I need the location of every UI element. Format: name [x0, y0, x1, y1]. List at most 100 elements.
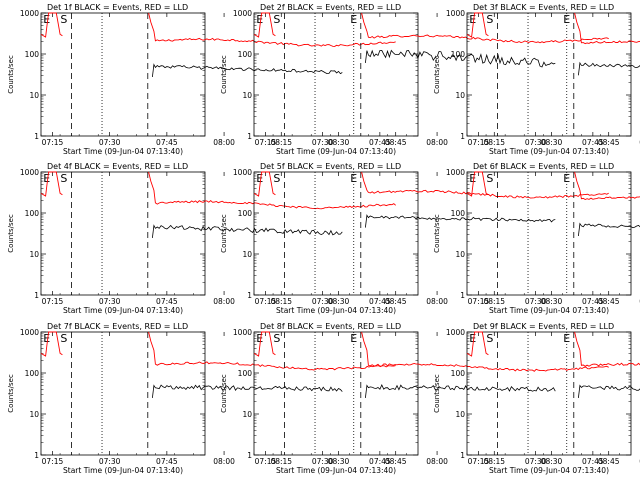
- y-tick-label: 100: [451, 369, 466, 378]
- lld-series-line: [574, 12, 640, 45]
- x-tick-label: 07:15: [255, 297, 277, 306]
- x-tick-label: 07:30: [312, 297, 334, 306]
- x-tick-label: 08:15: [270, 297, 292, 306]
- x-tick-label: 08:00: [426, 297, 448, 306]
- event-marker: E: [256, 172, 263, 185]
- x-tick-label: 08:15: [483, 457, 505, 466]
- panel-1: Det 1f BLACK = Events, RED = LLD11010010…: [7, 3, 407, 156]
- y-tick-label: 10: [455, 410, 465, 419]
- panel-title: Det 4f BLACK = Events, RED = LLD: [47, 162, 188, 171]
- x-tick-label: 08:15: [270, 138, 292, 147]
- x-tick-label: 07:45: [369, 297, 391, 306]
- x-tick-label: 08:45: [598, 297, 620, 306]
- x-tick-label: 08:15: [483, 297, 505, 306]
- lld-series-line: [148, 171, 396, 210]
- y-tick-label: 1: [247, 291, 252, 300]
- y-tick-label: 1000: [446, 9, 465, 18]
- lld-series-line: [253, 331, 276, 357]
- x-tick-label: 07:15: [255, 457, 277, 466]
- y-tick-label: 10: [29, 250, 39, 259]
- y-tick-label: 1: [460, 132, 465, 141]
- events-series-line: [152, 63, 343, 78]
- x-tick-label: 07:45: [156, 297, 178, 306]
- event-marker: S: [60, 172, 67, 185]
- y-tick-label: 1: [34, 451, 39, 460]
- x-tick-label: 07:30: [525, 138, 547, 147]
- y-tick-label: 1000: [233, 9, 252, 18]
- x-axis-label: Start Time (09-Jun-04 07:13:40): [489, 306, 609, 315]
- plot-frame: [253, 12, 419, 137]
- plot-frame: [466, 171, 632, 296]
- y-tick-label: 1: [34, 132, 39, 141]
- events-series-line: [365, 384, 556, 398]
- lld-series-line: [361, 12, 609, 44]
- events-series-line: [365, 49, 556, 68]
- y-tick-label: 1000: [446, 328, 465, 337]
- event-marker: E: [43, 332, 50, 345]
- x-tick-label: 07:30: [525, 457, 547, 466]
- panel-3: Det 3f BLACK = Events, RED = LLD 1 10 100 10…: [433, 3, 640, 156]
- y-tick-label: 100: [25, 50, 40, 59]
- x-axis-label: Start Time (09-Jun-04 07:13:40): [63, 306, 183, 315]
- panel-6: Det 6f BLACK = Events, RED = LLD 1 10 100 10…: [433, 162, 640, 315]
- x-tick-label: 08:00: [426, 138, 448, 147]
- event-marker: S: [273, 13, 280, 26]
- x-tick-label: 07:45: [369, 138, 391, 147]
- panel-title: Det 9f BLACK = Events, RED = LLD: [473, 322, 614, 331]
- panel-8: Det 8f BLACK = Events, RED = LLD11010010…: [220, 322, 620, 475]
- event-marker: S: [486, 172, 493, 185]
- y-axis-label: Counts/sec: [7, 214, 15, 253]
- x-tick-label: 08:00: [426, 457, 448, 466]
- y-tick-label: 1000: [20, 9, 39, 18]
- y-tick-label: 1: [247, 451, 252, 460]
- x-tick-label: 07:15: [468, 138, 490, 147]
- lld-series-line: [40, 12, 63, 38]
- lld-series-line: [361, 331, 609, 372]
- lld-series-line: [40, 171, 63, 197]
- event-marker: E: [256, 332, 263, 345]
- plot-frame: [40, 171, 206, 296]
- y-axis-label: Counts/sec: [433, 55, 441, 94]
- y-tick-label: 100: [238, 50, 253, 59]
- event-marker: E: [350, 332, 357, 345]
- y-axis-label: Counts/sec: [220, 55, 228, 94]
- x-tick-label: 07:15: [42, 297, 64, 306]
- y-tick-label: 100: [25, 369, 40, 378]
- plot-frame: [466, 12, 632, 137]
- x-axis-label: Start Time (09-Jun-04 07:13:40): [276, 466, 396, 475]
- lld-series-line: [466, 12, 489, 38]
- lld-series-line: [466, 331, 489, 357]
- x-tick-label: 07:30: [99, 297, 121, 306]
- lld-series-line: [253, 12, 276, 38]
- event-marker: E: [43, 172, 50, 185]
- panel-title: Det 6f BLACK = Events, RED = LLD: [473, 162, 614, 171]
- x-tick-label: 08:30: [328, 138, 350, 147]
- y-tick-label: 100: [238, 209, 253, 218]
- plot-frame: [40, 331, 206, 456]
- x-tick-label: 07:45: [582, 457, 604, 466]
- x-axis-label: Start Time (09-Jun-04 07:13:40): [63, 147, 183, 156]
- x-axis-label: Start Time (09-Jun-04 07:13:40): [489, 147, 609, 156]
- x-tick-label: 07:45: [582, 297, 604, 306]
- y-tick-label: 100: [25, 209, 40, 218]
- x-tick-label: 08:00: [213, 138, 235, 147]
- y-tick-label: 1000: [233, 168, 252, 177]
- y-tick-label: 1: [34, 291, 39, 300]
- y-tick-label: 1000: [20, 168, 39, 177]
- lld-series-line: [466, 171, 489, 197]
- x-tick-label: 08:30: [328, 297, 350, 306]
- plot-frame: [253, 331, 419, 456]
- event-marker: E: [350, 172, 357, 185]
- x-tick-label: 08:15: [483, 138, 505, 147]
- panel-title: Det 2f BLACK = Events, RED = LLD: [260, 3, 401, 12]
- x-tick-label: 07:45: [156, 138, 178, 147]
- event-marker: E: [43, 13, 50, 26]
- event-marker: E: [563, 332, 570, 345]
- event-marker: S: [486, 13, 493, 26]
- y-tick-label: 1000: [233, 328, 252, 337]
- x-axis-label: Start Time (09-Jun-04 07:13:40): [276, 147, 396, 156]
- lld-series-line: [148, 331, 396, 371]
- event-marker: E: [563, 13, 570, 26]
- events-series-line: [152, 224, 343, 238]
- events-series-line: [578, 61, 640, 76]
